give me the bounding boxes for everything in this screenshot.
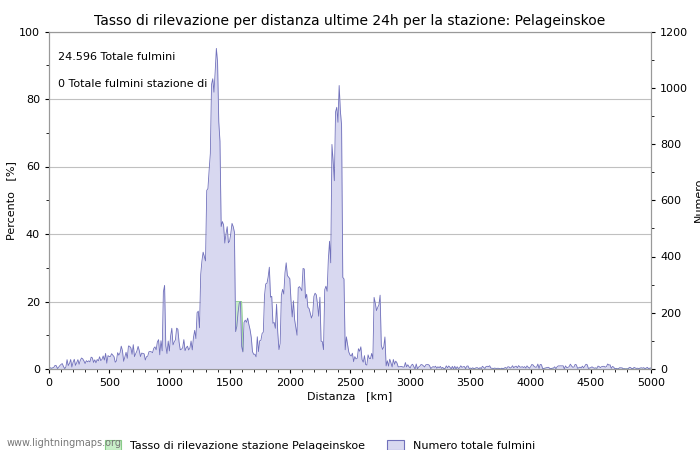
Y-axis label: Numero: Numero xyxy=(694,178,700,222)
Title: Tasso di rilevazione per distanza ultime 24h per la stazione: Pelageinskoe: Tasso di rilevazione per distanza ultime… xyxy=(94,14,606,27)
X-axis label: Distanza   [km]: Distanza [km] xyxy=(307,391,393,401)
Text: 0 Totale fulmini stazione di: 0 Totale fulmini stazione di xyxy=(58,79,207,89)
Legend: Tasso di rilevazione stazione Pelageinskoe, Numero totale fulmini: Tasso di rilevazione stazione Pelageinsk… xyxy=(100,435,540,450)
Text: www.lightningmaps.org: www.lightningmaps.org xyxy=(7,438,122,448)
Y-axis label: Percento   [%]: Percento [%] xyxy=(6,161,16,240)
Text: 24.596 Totale fulmini: 24.596 Totale fulmini xyxy=(58,52,176,62)
